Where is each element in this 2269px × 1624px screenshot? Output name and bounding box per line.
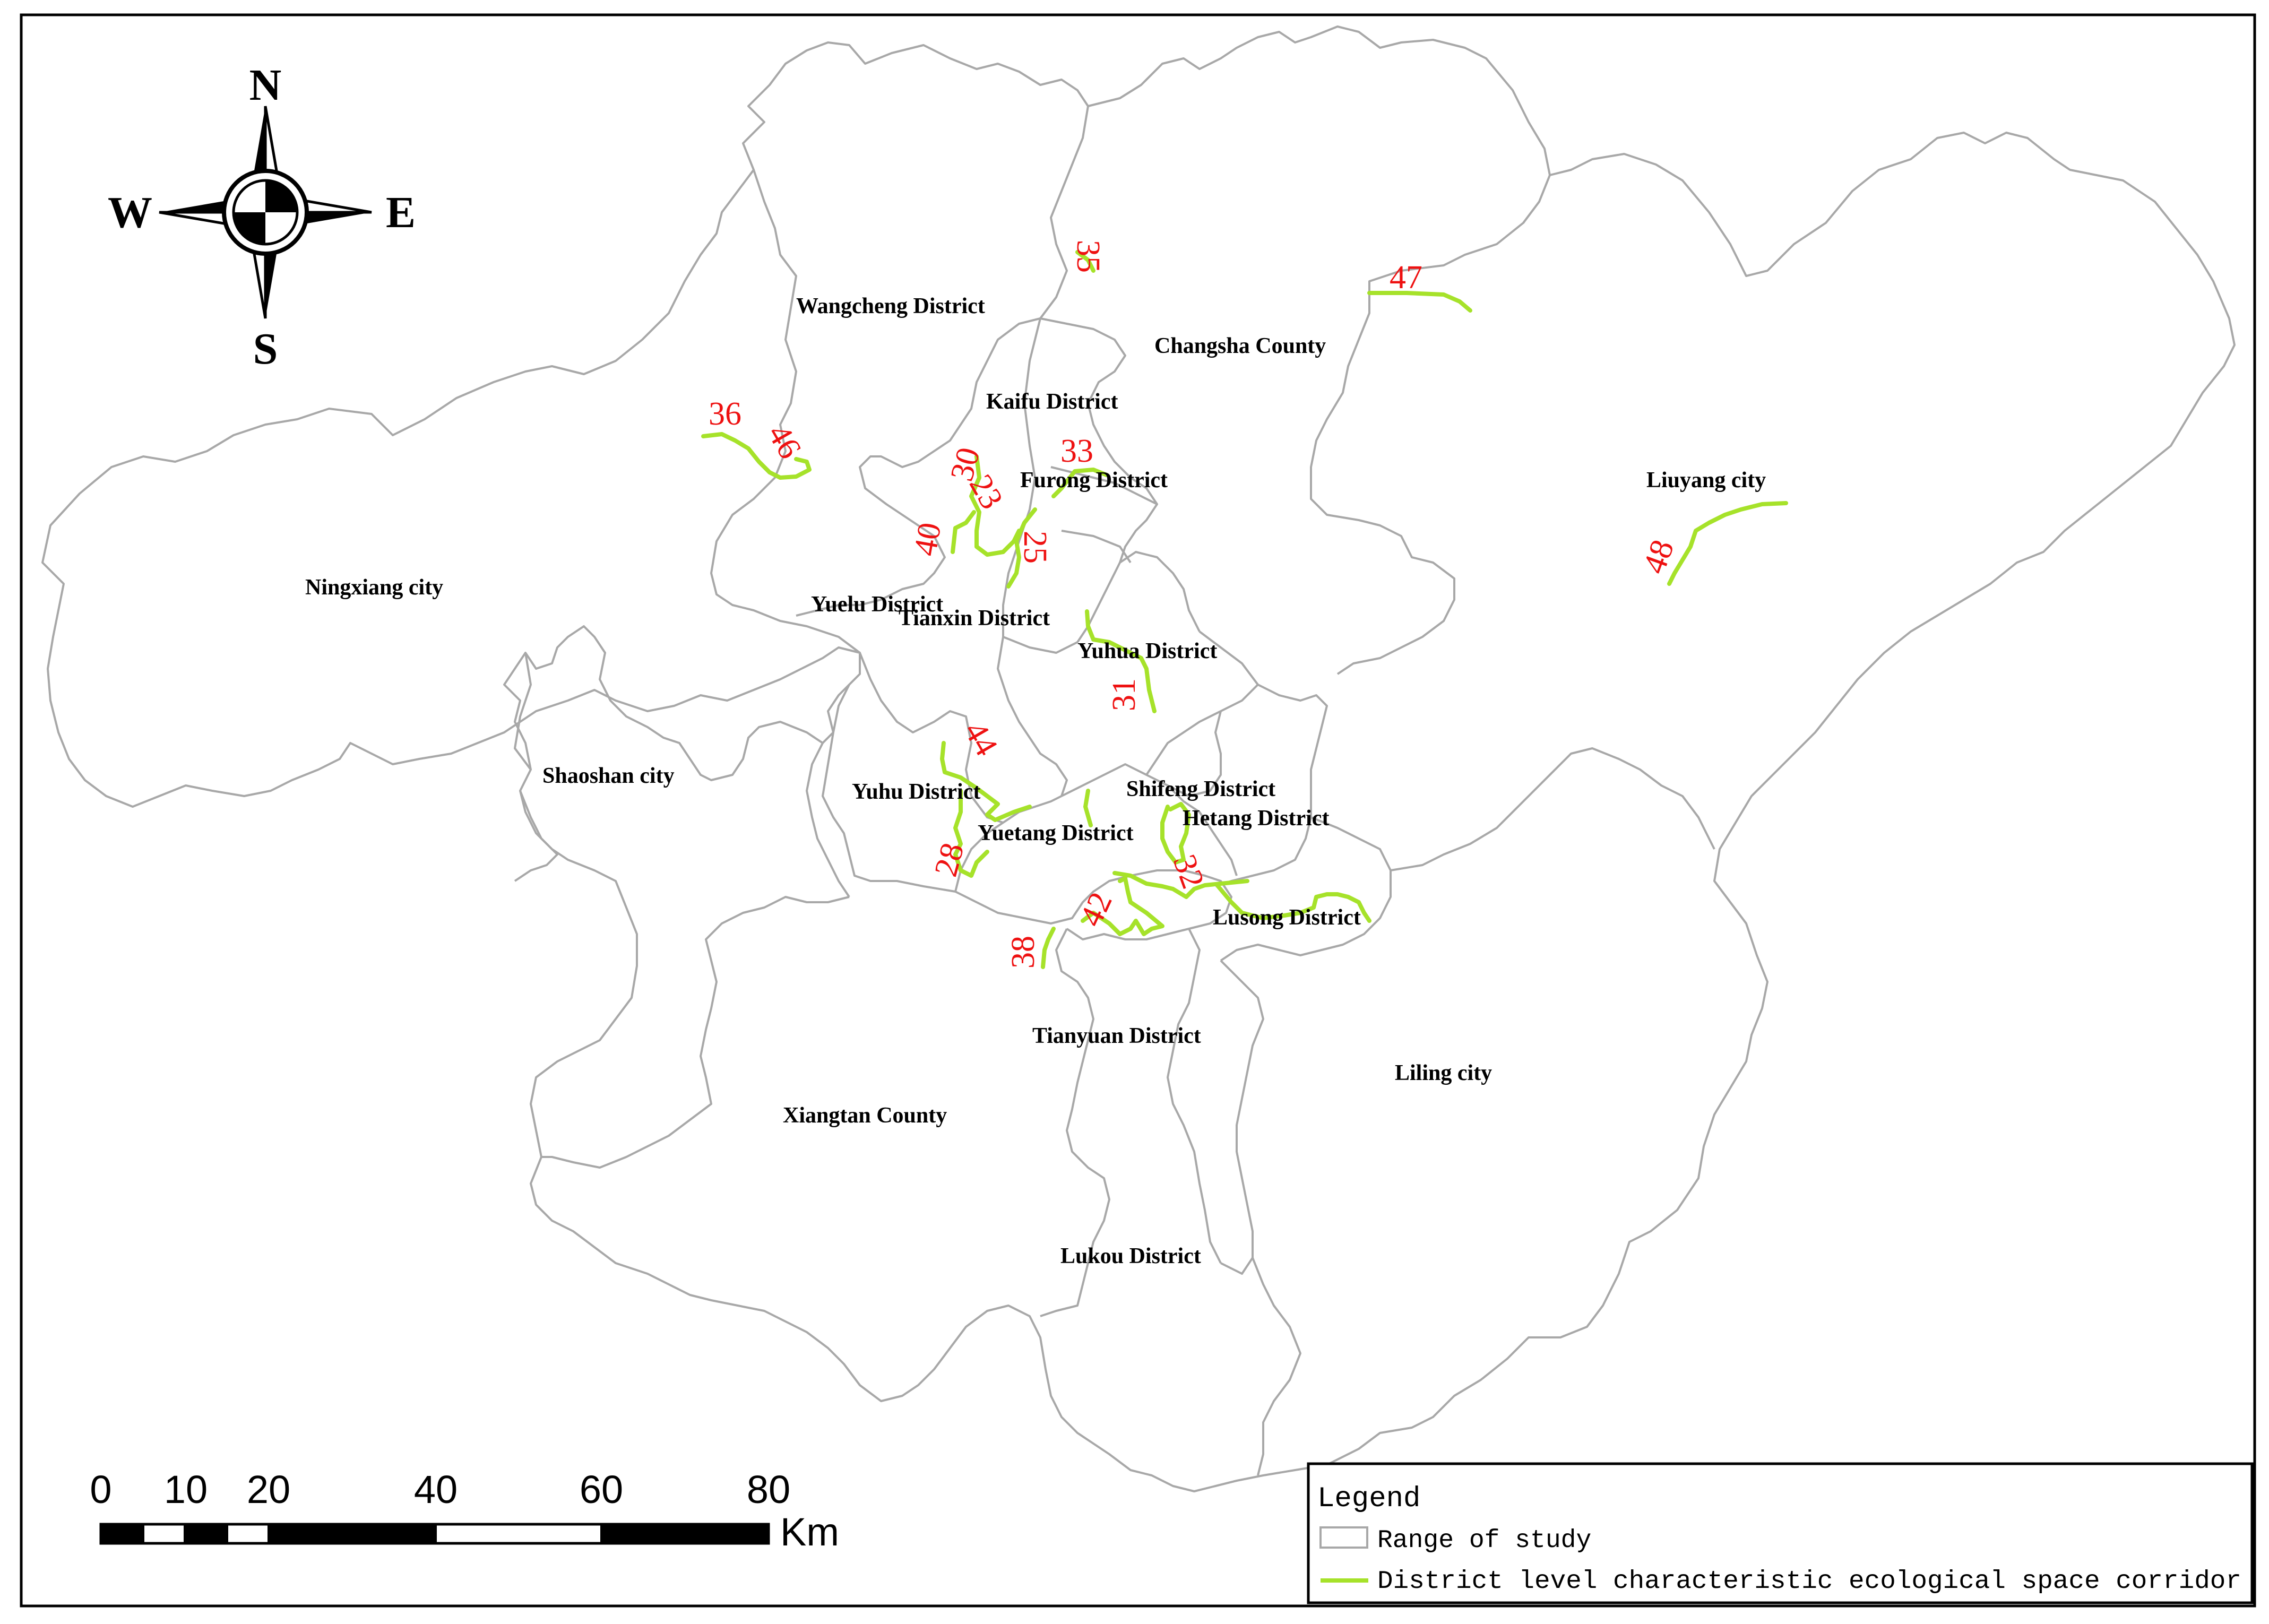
scale-tick-80: 80 xyxy=(747,1467,790,1511)
boundary-liling-north xyxy=(1390,747,1715,871)
corridor-label-25: 25 xyxy=(1017,531,1053,564)
label-shaoshan: Shaoshan city xyxy=(542,764,675,788)
boundary-kaifu xyxy=(796,317,1041,617)
legend-title: Legend xyxy=(1317,1483,1420,1515)
corridor-35 xyxy=(1075,250,1095,273)
scale-bar: 0 10 20 40 60 80 Km xyxy=(90,1467,839,1554)
scale-unit: Km xyxy=(780,1510,839,1554)
district-boundaries xyxy=(41,25,2236,1492)
corridor-label-40: 40 xyxy=(907,520,948,559)
corridor-44 xyxy=(940,741,1032,822)
corridor-30-23 xyxy=(969,454,1021,557)
boundary-tianyuan-east xyxy=(1167,928,1222,1264)
boundary-kaifu-east xyxy=(1040,317,1158,563)
boundary-tianxin xyxy=(1003,551,1201,654)
boundary-lukou-liling xyxy=(1220,960,1301,1476)
label-lusong: Lusong District xyxy=(1213,905,1361,930)
boundary-wangcheng xyxy=(710,169,861,654)
label-yuhua: Yuhua District xyxy=(1077,639,1217,663)
scale-tick-40: 40 xyxy=(414,1467,458,1511)
label-changsha-county: Changsha County xyxy=(1154,334,1326,358)
corridor-label-33: 33 xyxy=(1060,433,1093,469)
compass-north-label: N xyxy=(249,61,282,110)
compass-rose: N S E W xyxy=(108,61,416,374)
label-liling: Liling city xyxy=(1395,1061,1492,1085)
label-xiangtan-county: Xiangtan County xyxy=(783,1103,947,1128)
ecological-corridors xyxy=(701,250,1788,969)
compass-west-label: W xyxy=(108,188,152,237)
scale-tick-0: 0 xyxy=(90,1467,111,1511)
corridor-42 xyxy=(1081,876,1164,936)
boundary-changsha-north xyxy=(1039,106,1089,319)
corridor-36-46 xyxy=(701,432,812,480)
label-ningxiang: Ningxiang city xyxy=(305,575,443,600)
label-tianxin: Tianxin District xyxy=(899,606,1050,630)
boundary-yuhua-south xyxy=(1061,711,1222,797)
corridor-33 xyxy=(1051,468,1109,498)
corridor-32 xyxy=(1112,802,1249,899)
corridor-yuetang xyxy=(1083,789,1093,827)
label-yuetang: Yuetang District xyxy=(978,821,1134,845)
corridor-label-47: 47 xyxy=(1390,260,1422,296)
label-furong: Furong District xyxy=(1020,468,1168,493)
label-hetang: Hetang District xyxy=(1183,806,1329,831)
legend-range-symbol xyxy=(1319,1526,1368,1549)
corridor-40 xyxy=(951,510,976,554)
label-lukou: Lukou District xyxy=(1060,1244,1201,1268)
corridor-48 xyxy=(1667,501,1788,586)
boundary-lusong-east xyxy=(1220,816,1392,962)
boundary-tianyuan xyxy=(1040,928,1110,1317)
district-labels: Wangcheng District Changsha County Kaifu… xyxy=(305,294,1766,1268)
boundary-yuhu-yuetang xyxy=(859,652,1062,892)
boundary-hetang-inner xyxy=(1167,784,1238,876)
boundary-yuhu-west xyxy=(806,684,956,898)
boundary-shifeng-hetang xyxy=(1215,684,1328,887)
label-shifeng: Shifeng District xyxy=(1126,777,1275,801)
corridor-31 xyxy=(1085,609,1157,713)
corridor-label-36: 36 xyxy=(709,396,741,432)
label-liuyang: Liuyang city xyxy=(1646,468,1766,493)
corridor-label-31: 31 xyxy=(1106,678,1142,711)
corridor-label-46: 46 xyxy=(761,418,808,465)
legend-range-label: Range of study xyxy=(1377,1526,1591,1555)
map-frame xyxy=(20,13,2256,1608)
legend-box xyxy=(1307,1462,2254,1604)
scale-tick-60: 60 xyxy=(580,1467,623,1511)
corridor-25 xyxy=(1006,507,1037,589)
compass-east-label: E xyxy=(386,188,416,237)
boundary-xiangtan-county xyxy=(541,896,850,1169)
label-wangcheng: Wangcheng District xyxy=(796,294,985,318)
corridor-label-38: 38 xyxy=(1005,936,1041,969)
compass-south-label: S xyxy=(253,324,278,374)
corridor-label-44: 44 xyxy=(957,715,1005,762)
study-area-outline xyxy=(41,25,2236,1492)
boundary-furong xyxy=(1050,466,1158,564)
corridor-38 xyxy=(1041,927,1056,969)
scale-tick-10: 10 xyxy=(164,1467,208,1511)
label-yuhu: Yuhu District xyxy=(852,780,980,804)
corridor-28 xyxy=(953,789,989,878)
label-tianyuan: Tianyuan District xyxy=(1032,1024,1201,1048)
corridor-47 xyxy=(1367,291,1472,313)
label-kaifu: Kaifu District xyxy=(986,390,1118,414)
boundary-river-west xyxy=(997,318,1068,797)
legend-corridor-label: District level characteristic ecological… xyxy=(1377,1567,2241,1596)
legend: Legend Range of study District level cha… xyxy=(1307,1462,2254,1604)
corridor-label-35: 35 xyxy=(1070,240,1106,273)
label-yuelu: Yuelu District xyxy=(811,592,943,617)
boundary-river-south xyxy=(955,869,1232,940)
boundary-shaoshan xyxy=(514,652,558,882)
boundary-liuyang-west xyxy=(1310,175,1551,675)
scale-tick-20: 20 xyxy=(247,1467,290,1511)
corridor-lusong xyxy=(1216,884,1371,923)
